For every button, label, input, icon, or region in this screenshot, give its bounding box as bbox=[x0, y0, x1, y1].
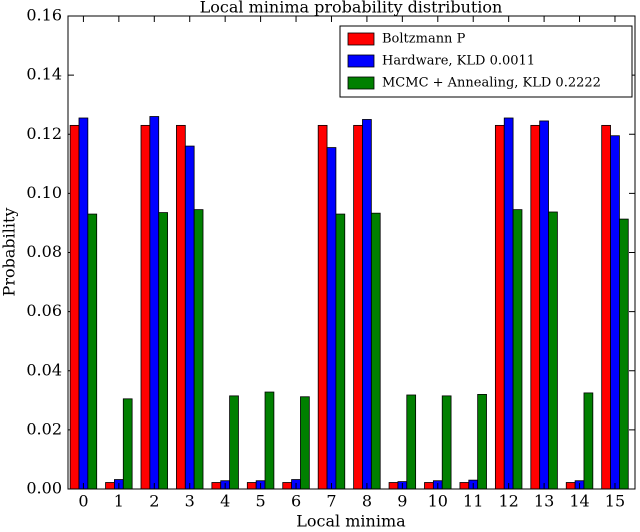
x-tick-label: 2 bbox=[149, 492, 159, 511]
bar bbox=[388, 482, 399, 490]
bar bbox=[149, 116, 160, 490]
bar bbox=[583, 392, 594, 490]
x-tick-label: 13 bbox=[534, 492, 554, 511]
bar bbox=[317, 124, 328, 490]
bar bbox=[282, 482, 293, 490]
legend-label: Hardware, KLD 0.0011 bbox=[382, 54, 535, 69]
y-tick-label: 0.10 bbox=[26, 183, 62, 202]
x-tick-label: 7 bbox=[326, 492, 336, 511]
bar bbox=[512, 209, 523, 490]
bar bbox=[494, 124, 505, 490]
x-tick-label: 14 bbox=[569, 492, 589, 511]
bar bbox=[335, 213, 346, 490]
y-tick-label: 0.02 bbox=[26, 419, 62, 438]
bar bbox=[158, 212, 168, 490]
bar bbox=[548, 211, 558, 490]
bar bbox=[326, 147, 337, 490]
bar bbox=[69, 124, 80, 490]
bar bbox=[619, 218, 629, 490]
bar bbox=[229, 395, 239, 490]
x-tick-label: 4 bbox=[220, 492, 230, 511]
x-tick-label: 9 bbox=[397, 492, 407, 511]
bar bbox=[264, 391, 275, 490]
y-tick-label: 0.14 bbox=[26, 65, 62, 84]
chart-title: Local minima probability distribution bbox=[200, 0, 503, 17]
x-tick-label: 10 bbox=[428, 492, 448, 511]
plot-frame bbox=[67, 15, 636, 490]
bar bbox=[87, 213, 98, 490]
legend-box bbox=[339, 25, 633, 98]
bar bbox=[353, 124, 363, 490]
bar bbox=[370, 212, 381, 490]
bar bbox=[565, 482, 576, 490]
bar bbox=[193, 209, 204, 490]
bar bbox=[122, 398, 133, 490]
x-tick-label: 3 bbox=[185, 492, 195, 511]
bar bbox=[459, 482, 470, 490]
x-tick-label: 8 bbox=[362, 492, 372, 511]
bar bbox=[441, 395, 452, 490]
bar bbox=[300, 396, 310, 490]
x-tick-label: 1 bbox=[114, 492, 124, 511]
bar bbox=[530, 124, 541, 490]
y-tick-label: 0.12 bbox=[26, 124, 62, 143]
y-tick-label: 0.16 bbox=[26, 6, 62, 25]
x-tick-label: 15 bbox=[605, 492, 625, 511]
bar bbox=[610, 135, 620, 490]
x-axis-label: Local minima bbox=[296, 512, 406, 531]
x-tick-label: 0 bbox=[78, 492, 88, 511]
bar bbox=[406, 394, 417, 490]
bar bbox=[105, 482, 115, 490]
bar bbox=[211, 482, 222, 490]
bar bbox=[140, 124, 151, 490]
x-tick-label: 11 bbox=[463, 492, 483, 511]
bar bbox=[246, 482, 257, 490]
bar bbox=[539, 120, 549, 490]
bar bbox=[362, 119, 372, 490]
legend-swatch bbox=[347, 54, 375, 68]
bar bbox=[176, 124, 186, 490]
legend-swatch bbox=[347, 32, 375, 46]
x-tick-label: 12 bbox=[498, 492, 518, 511]
bar bbox=[477, 393, 487, 490]
x-tick-label: 6 bbox=[291, 492, 301, 511]
legend-label: Boltzmann P bbox=[382, 32, 466, 47]
y-tick-label: 0.04 bbox=[26, 360, 62, 379]
y-tick-label: 0.06 bbox=[26, 301, 62, 320]
bar bbox=[424, 482, 434, 490]
y-axis-label: Probability bbox=[0, 208, 19, 297]
bar bbox=[601, 124, 611, 490]
bar bbox=[184, 145, 195, 490]
bar bbox=[503, 117, 514, 490]
x-tick-label: 5 bbox=[256, 492, 266, 511]
y-tick-label: 0.08 bbox=[26, 242, 62, 261]
y-tick-label: 0.00 bbox=[26, 479, 62, 498]
bar bbox=[78, 117, 89, 490]
legend-label: MCMC + Annealing, KLD 0.2222 bbox=[382, 76, 601, 91]
legend-swatch bbox=[347, 76, 375, 90]
